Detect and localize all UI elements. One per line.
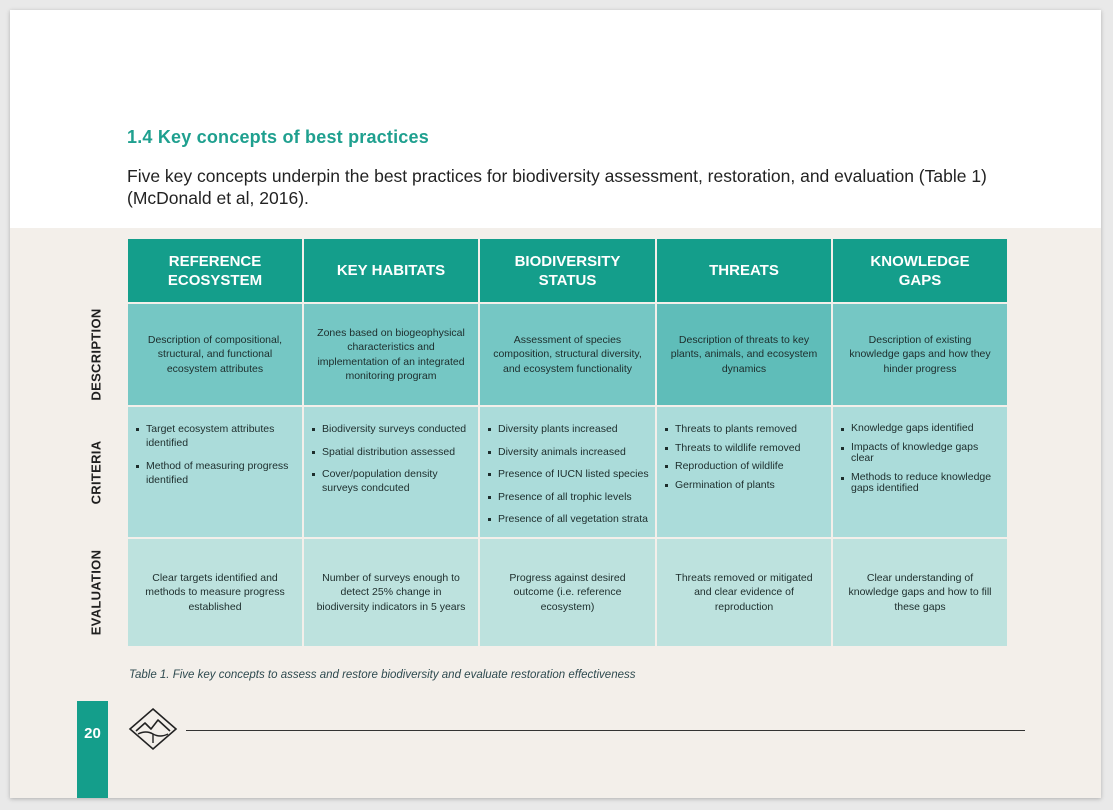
criteria-item: Presence of all trophic levels: [488, 491, 649, 505]
description-cell: Description of existing knowledge gaps a…: [833, 304, 1007, 405]
criteria-cell: Biodiversity surveys conducted Spatial d…: [304, 407, 478, 537]
header-knowledge-gaps: KNOWLEDGE GAPS: [833, 239, 1007, 302]
criteria-item: Method of measuring progress identified: [136, 460, 296, 487]
table-caption: Table 1. Five key concepts to assess and…: [129, 669, 636, 681]
criteria-item: Threats to plants removed: [665, 423, 800, 437]
criteria-cell: Target ecosystem attributes identified M…: [128, 407, 302, 537]
criteria-item: Presence of all vegetation strata: [488, 513, 649, 527]
criteria-cell: Diversity plants increased Diversity ani…: [480, 407, 655, 537]
document-page: 1.4 Key concepts of best practices Five …: [10, 10, 1101, 798]
criteria-list: Knowledge gaps identified Impacts of kno…: [841, 422, 1001, 495]
criteria-item: Impacts of knowledge gaps clear: [841, 441, 1001, 465]
description-cell: Assessment of species composition, struc…: [480, 304, 655, 405]
criteria-item: Target ecosystem attributes identified: [136, 423, 296, 450]
criteria-item: Diversity animals increased: [488, 446, 649, 460]
row-label-evaluation: EVALUATION: [88, 549, 104, 636]
criteria-item: Presence of IUCN listed species: [488, 468, 649, 482]
criteria-item: Knowledge gaps identified: [841, 422, 1001, 435]
criteria-item: Methods to reduce knowledge gaps identif…: [841, 471, 1001, 495]
description-cell: Description of compositional, structural…: [128, 304, 302, 405]
criteria-item: Biodiversity surveys conducted: [312, 423, 472, 437]
evaluation-cell: Clear understanding of knowledge gaps an…: [833, 539, 1007, 646]
page-number: 20: [77, 701, 108, 798]
description-cell: Description of threats to key plants, an…: [657, 304, 831, 405]
criteria-item: Spatial distribution assessed: [312, 446, 472, 460]
criteria-cell: Threats to plants removed Threats to wil…: [657, 407, 831, 537]
criteria-item: Germination of plants: [665, 479, 800, 493]
criteria-list: Threats to plants removed Threats to wil…: [665, 423, 800, 492]
criteria-list: Biodiversity surveys conducted Spatial d…: [312, 423, 472, 495]
criteria-item: Cover/population density surveys condcut…: [312, 468, 472, 495]
evaluation-cell: Progress against desired outcome (i.e. r…: [480, 539, 655, 646]
row-label-description: DESCRIPTION: [88, 308, 104, 401]
evaluation-cell: Clear targets identified and methods to …: [128, 539, 302, 646]
header-biodiversity-status: BIODIVERSITY STATUS: [480, 239, 655, 302]
criteria-list: Target ecosystem attributes identified M…: [136, 423, 296, 487]
header-threats: THREATS: [657, 239, 831, 302]
section-title: 1.4 Key concepts of best practices: [127, 127, 429, 147]
criteria-item: Diversity plants increased: [488, 423, 649, 437]
footer-rule: [186, 730, 1025, 731]
criteria-item: Reproduction of wildlife: [665, 460, 800, 474]
intro-paragraph: Five key concepts underpin the best prac…: [127, 166, 987, 208]
description-cell: Zones based on biogeophysical characteri…: [304, 304, 478, 405]
header-reference-ecosystem: REFERENCE ECOSYSTEM: [128, 239, 302, 302]
criteria-item: Threats to wildlife removed: [665, 442, 800, 456]
evaluation-cell: Number of surveys enough to detect 25% c…: [304, 539, 478, 646]
mountain-diamond-icon: [128, 707, 178, 751]
criteria-list: Diversity plants increased Diversity ani…: [488, 423, 649, 527]
criteria-cell: Knowledge gaps identified Impacts of kno…: [833, 407, 1007, 537]
evaluation-cell: Threats removed or mitigated and clear e…: [657, 539, 831, 646]
header-key-habitats: KEY HABITATS: [304, 239, 478, 302]
row-label-criteria: CRITERIA: [88, 440, 104, 504]
